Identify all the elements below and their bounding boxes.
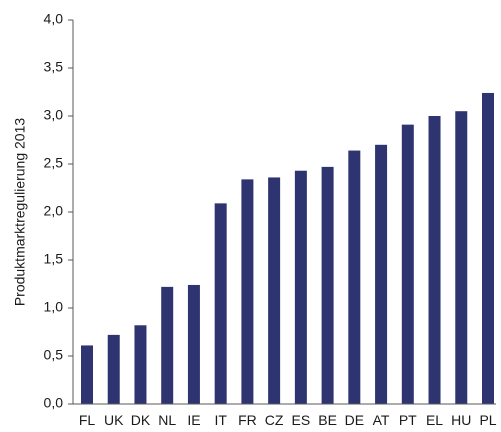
x-tick-label: UK	[104, 412, 124, 428]
y-tick-label: 2,5	[44, 155, 64, 171]
y-axis: 0,0 0,5 1,0 1,5 2,0 2,5 3,0 3,5 4,0	[44, 11, 74, 411]
x-tick-label: DE	[345, 412, 364, 428]
bar-cz	[268, 177, 281, 404]
y-axis-title: Produktmarktregulierung 2013	[12, 118, 28, 307]
x-tick-label: NL	[158, 412, 176, 428]
bar-de	[348, 150, 361, 404]
bar-ie	[187, 284, 200, 404]
x-tick-label: IE	[187, 412, 200, 428]
x-tick-label: ES	[292, 412, 311, 428]
x-tick-label: DK	[131, 412, 151, 428]
bars	[81, 92, 494, 405]
y-tick-label: 4,0	[44, 11, 64, 27]
bar-el	[428, 116, 441, 404]
y-tick-label: 1,0	[44, 299, 64, 315]
y-tick-label: 0,5	[44, 347, 64, 363]
bar-it	[214, 203, 227, 404]
x-tick-label: HU	[451, 412, 471, 428]
x-tick-label: IT	[214, 412, 227, 428]
x-tick-label: CZ	[265, 412, 284, 428]
y-tick-label: 0,0	[44, 395, 64, 411]
x-tick-label: PT	[399, 412, 417, 428]
x-tick-label: FL	[79, 412, 96, 428]
x-tick-label: FR	[238, 412, 257, 428]
x-tick-label: BE	[318, 412, 337, 428]
bar-at	[375, 144, 388, 405]
bar-uk	[107, 334, 120, 404]
x-tick-label: AT	[373, 412, 390, 428]
bar-nl	[161, 286, 174, 404]
y-tick-label: 3,5	[44, 59, 64, 75]
bar-pl	[482, 92, 494, 405]
x-tick-label: EL	[426, 412, 443, 428]
y-tick-label: 1,5	[44, 251, 64, 267]
y-tick-label: 3,0	[44, 107, 64, 123]
bar-es	[294, 170, 307, 404]
bar-hu	[455, 111, 468, 404]
x-tick-label: PL	[479, 412, 496, 428]
x-axis: FL UK DK NL IE IT FR CZ ES BE DE AT PT EL HU PL	[73, 403, 497, 428]
bar-fl	[81, 345, 93, 404]
y-tick-label: 2,0	[44, 203, 64, 219]
bar-dk	[134, 325, 147, 404]
bar-pt	[401, 124, 414, 404]
bar-be	[321, 166, 334, 404]
bar-fr	[241, 179, 254, 404]
